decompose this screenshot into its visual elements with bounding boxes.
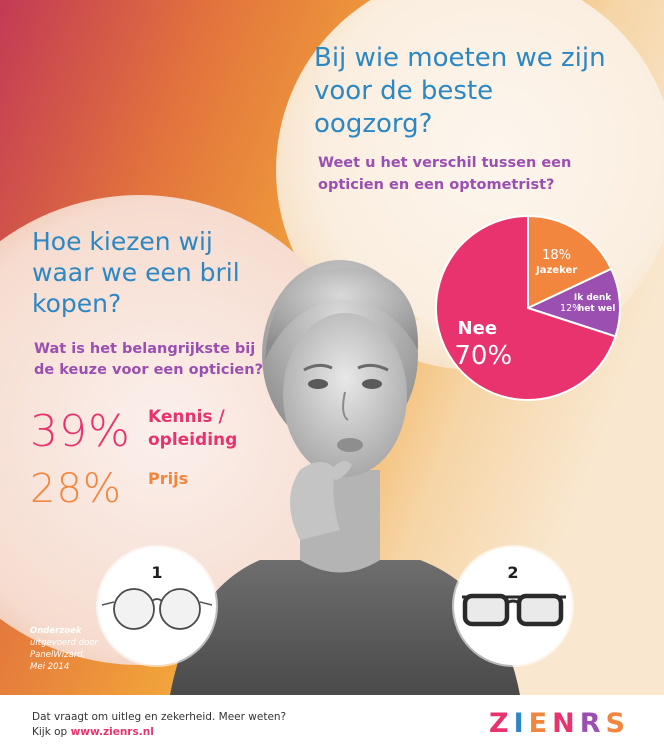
right-question-title: Bij wie moeten we zijn voor de beste oog…: [314, 43, 606, 139]
right-question-subtitle: Weet u het verschil tussen een opticien …: [318, 155, 572, 193]
infographic-poster: Bij wie moeten we zijn voor de beste oog…: [0, 0, 664, 695]
stat-label-knowledge: Kennis / opleiding: [148, 407, 238, 450]
footer-text: Dat vraagt om uitleg en zekerheid. Meer …: [32, 711, 287, 723]
rectangular-glasses-icon: [462, 593, 566, 627]
logo-letter: Z: [489, 708, 511, 739]
research-line: Mei 2014: [30, 662, 70, 672]
glasses-option-2: 2: [454, 547, 572, 665]
pie-slice-jazeker: [527, 214, 613, 310]
research-line: PanelWizard,: [30, 650, 86, 660]
footer-prefix: Kijk op: [32, 726, 71, 738]
footer-cta: Kijk op www.zienrs.nl: [32, 726, 154, 738]
pie-slice-label: Nee: [458, 318, 497, 339]
pie-slice-label: Jazeker: [535, 265, 577, 276]
logo-letter: N: [552, 708, 577, 739]
glasses-option-number: 2: [507, 563, 519, 582]
glasses-option-number: 1: [151, 563, 163, 582]
logo-letter: S: [605, 708, 627, 739]
pie-slice-label: Ik denk het wel: [574, 293, 615, 314]
logo-letter: R: [579, 708, 603, 739]
research-line: uitgevoerd door: [30, 638, 99, 648]
logo-letter: I: [513, 708, 526, 739]
pie-slice-value: 12%: [560, 303, 581, 314]
pie-slice-value: 70%: [454, 341, 512, 371]
left-question-title: Hoe kiezen wij waar we een bril kopen?: [32, 227, 240, 318]
stat-label-price: Prijs: [148, 469, 189, 488]
website-link[interactable]: www.zienrs.nl: [70, 726, 154, 738]
left-question-subtitle: Wat is het belangrijkste bij de keuze vo…: [34, 341, 263, 378]
pie-slice-nee: [435, 214, 617, 401]
stat-value-knowledge: 39%: [30, 406, 131, 457]
stat-value-price: 28%: [30, 466, 122, 512]
logo-letter: E: [528, 708, 550, 739]
pie-slice-value: 18%: [542, 248, 571, 263]
research-note: Onderzoek uitgevoerd door PanelWizard, M…: [30, 625, 140, 673]
pie-slice-ik-denk-het-wel: [525, 267, 621, 338]
round-glasses-icon: [101, 588, 213, 630]
glasses-option-1: 1: [98, 547, 216, 665]
research-heading: Onderzoek: [30, 626, 82, 636]
